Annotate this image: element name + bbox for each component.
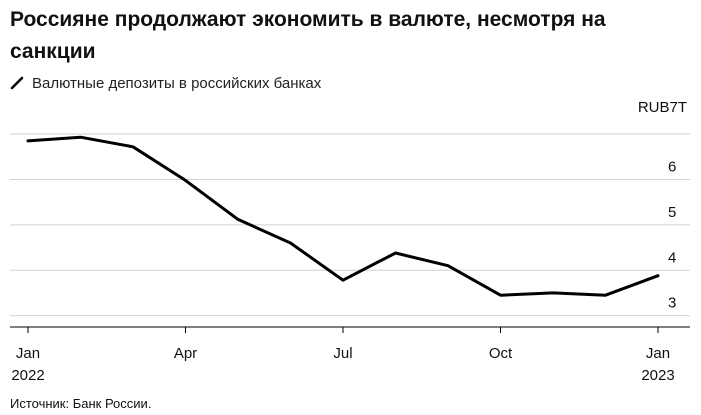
y-axis: 3 4 5 6 [668,158,676,311]
legend-label: Валютные депозиты в российских банках [32,74,322,92]
y-tick-label: 5 [668,204,676,221]
x-tick-label: Jul [333,345,352,362]
y-axis-unit: RUB7T [637,99,687,116]
x-tick-label: Apr [174,345,197,362]
source-note: Источник: Банк России. [10,396,152,411]
y-tick-label: 6 [668,158,676,175]
series-line [26,135,660,297]
chart-title: Россияне продолжают экономить в валюте, … [10,8,606,63]
x-axis: Jan 2022 Apr Jul Oct Jan 2023 [10,326,690,384]
gridlines [10,133,690,317]
x-tick-year-label: 2022 [11,367,44,384]
x-tick-label: Jan [646,345,670,362]
x-tick-label: Jan [16,345,40,362]
y-tick-label: 3 [668,295,676,312]
x-tick-label: Oct [489,345,513,362]
x-tick-year-label: 2023 [641,367,674,384]
legend: Валютные депозиты в российских банках [10,72,321,94]
legend-line-icon [10,76,24,90]
y-tick-label: 4 [668,249,676,266]
series-group [26,135,660,297]
